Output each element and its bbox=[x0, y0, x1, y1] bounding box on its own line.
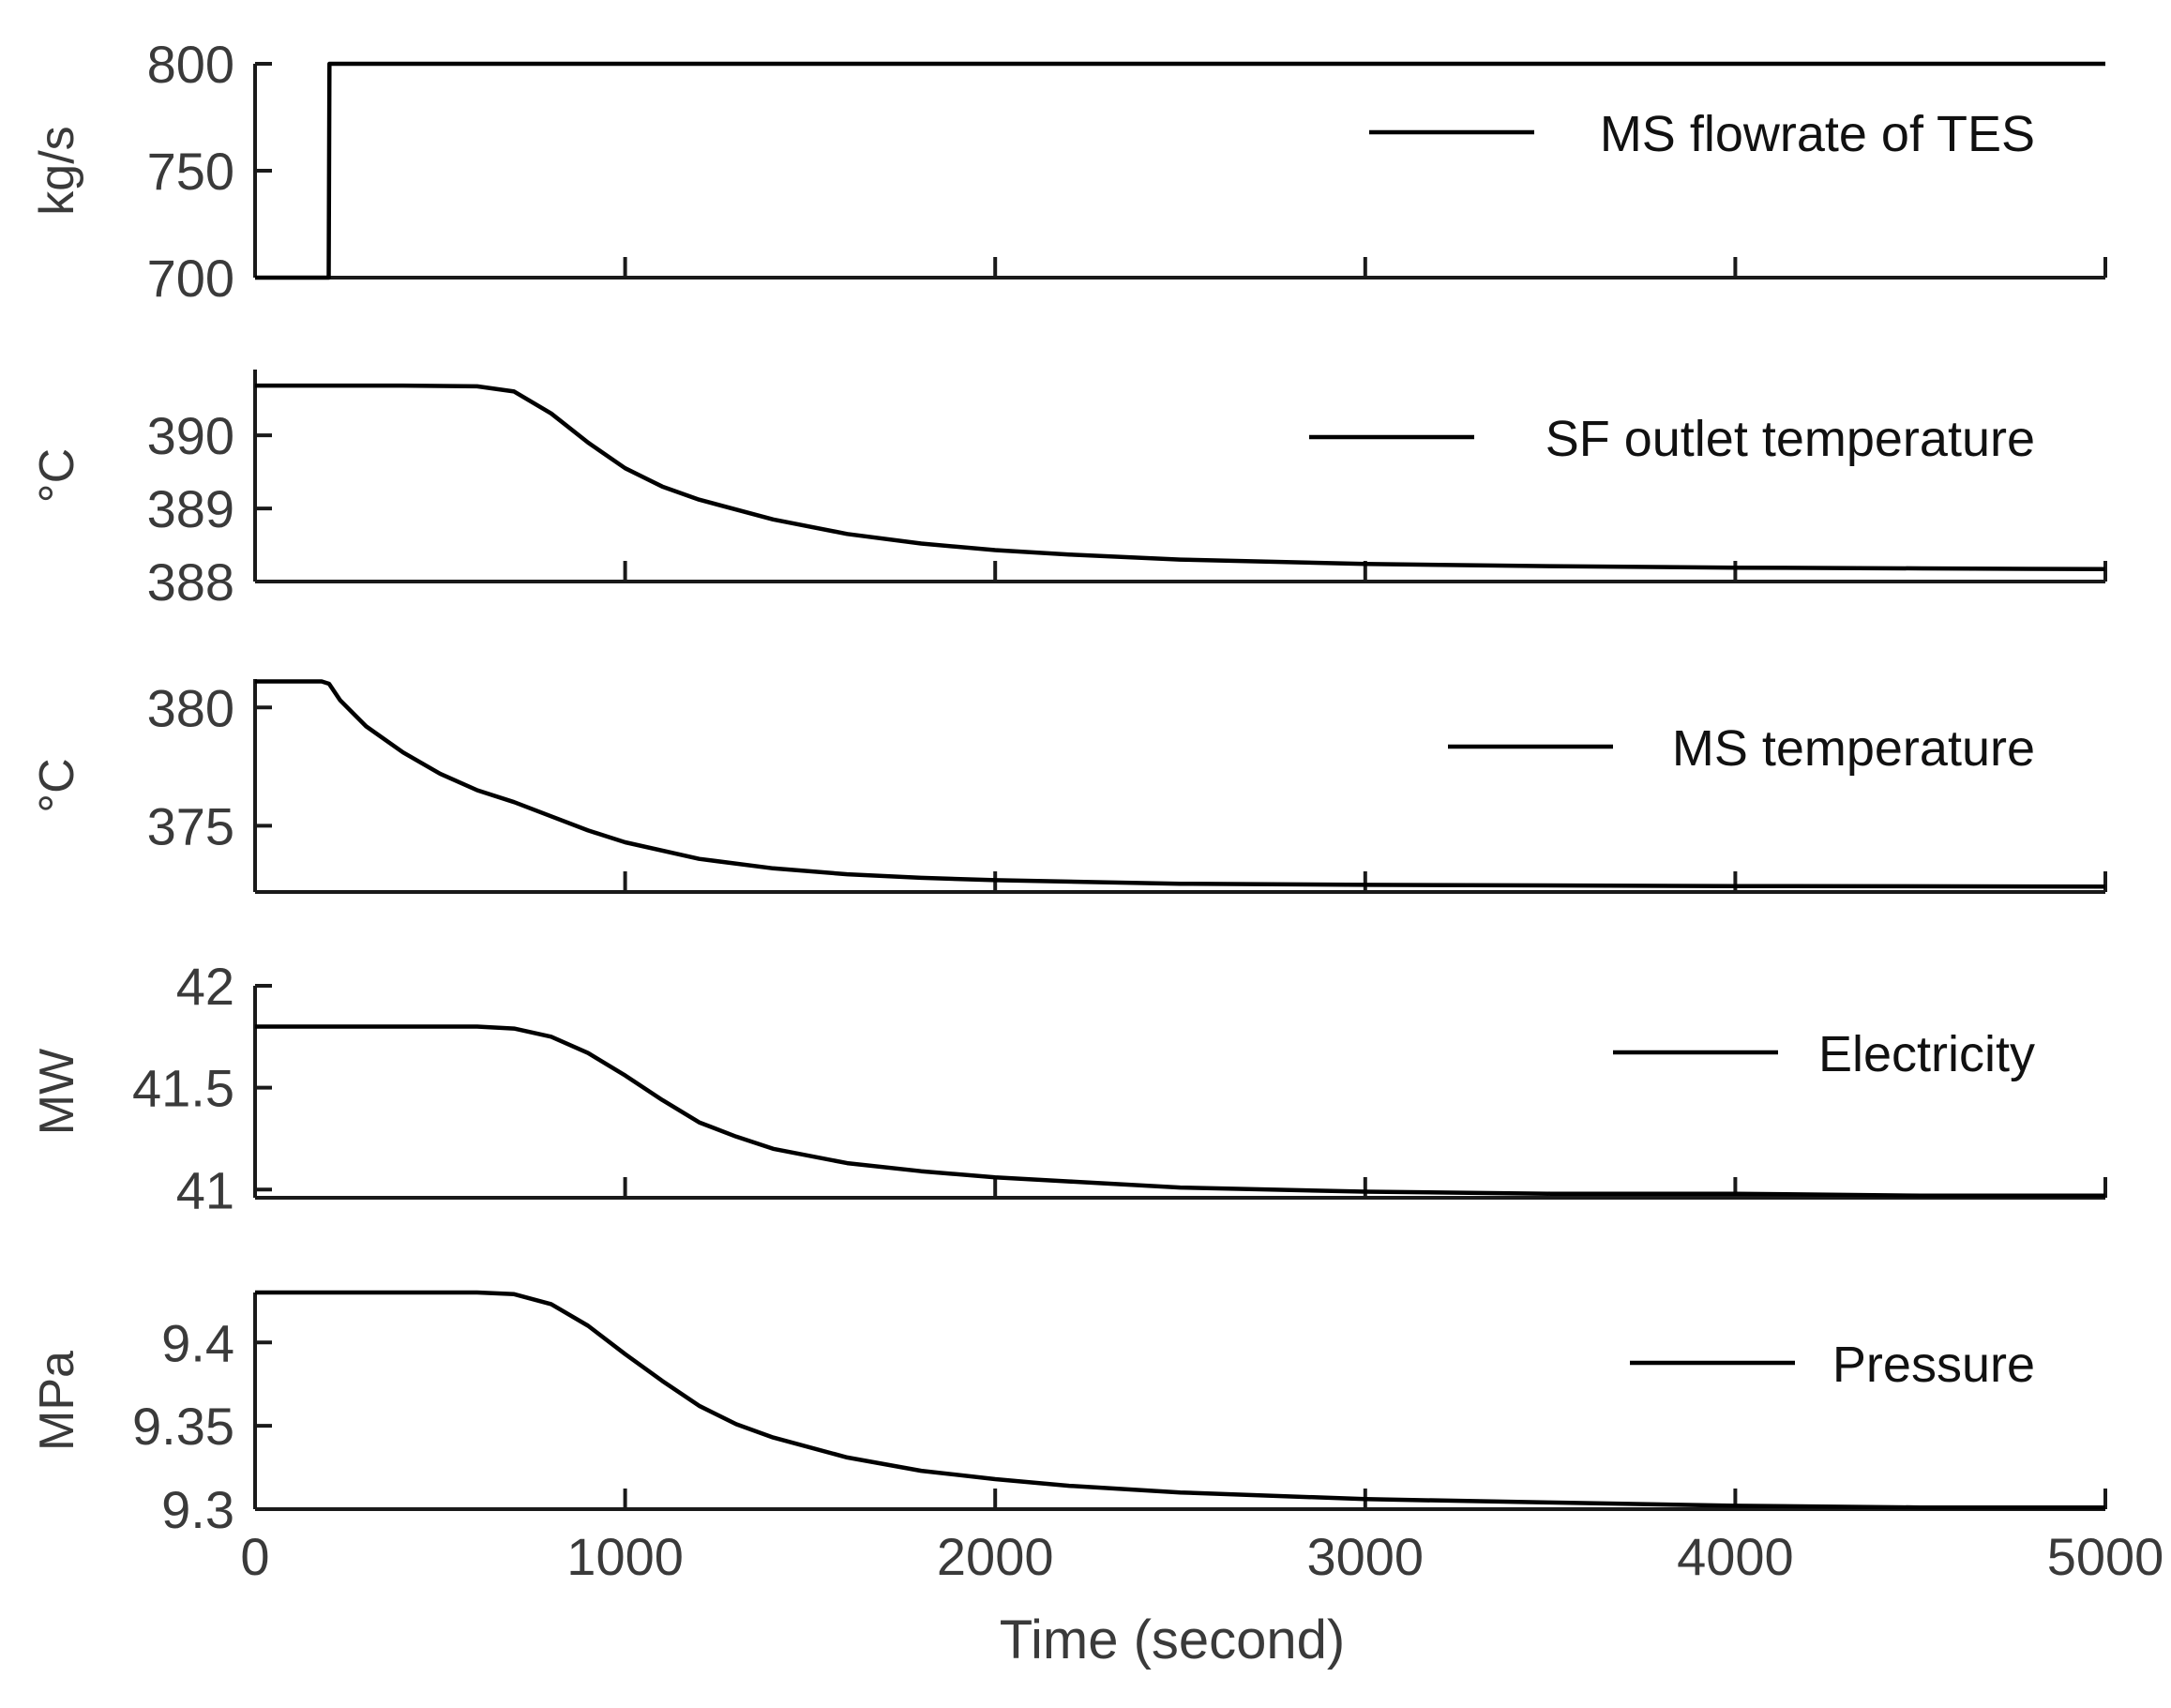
y-tick-label: 800 bbox=[147, 35, 234, 94]
series-line bbox=[255, 1024, 2105, 1199]
y-tick-label: 41.5 bbox=[132, 1059, 234, 1118]
legend-label: Electricity bbox=[1818, 1026, 2035, 1082]
series-line bbox=[255, 383, 2106, 572]
series-line bbox=[255, 679, 2106, 889]
x-tick-label: 4000 bbox=[1677, 1527, 1794, 1586]
panel-5: 0 1000 2000 3000 4000 5000 9.3 9.35 9.4 MPa Pressu… bbox=[30, 1290, 2164, 1586]
legend-label: SF outlet temperature bbox=[1545, 411, 2035, 467]
x-tick-label: 1000 bbox=[566, 1527, 684, 1586]
legend-label: MS flowrate of TES bbox=[1600, 106, 2035, 162]
y-tick-label: 750 bbox=[147, 142, 234, 201]
x-tick-label: 5000 bbox=[2047, 1527, 2164, 1586]
panel-4: 41 41.5 42 MW Electricity bbox=[30, 957, 2107, 1219]
y-axis-label: MW bbox=[30, 1049, 84, 1135]
y-tick-label: 390 bbox=[147, 406, 234, 465]
y-axis-label: MPa bbox=[30, 1351, 84, 1451]
panel-3: 375 380 °C MS temperature bbox=[30, 678, 2107, 894]
y-tick-label: 700 bbox=[147, 249, 234, 308]
series-line bbox=[255, 61, 2105, 280]
x-tick-label: 3000 bbox=[1307, 1527, 1425, 1586]
panel-2: 388 389 390 °C SF outlet temperature bbox=[30, 370, 2107, 612]
y-tick-label: 380 bbox=[147, 678, 234, 737]
y-axis-label: °C bbox=[30, 448, 84, 503]
legend-label: MS temperature bbox=[1672, 720, 2035, 777]
x-tick-label: 2000 bbox=[937, 1527, 1054, 1586]
x-tick-label: 0 bbox=[240, 1527, 269, 1586]
y-axis-label: °C bbox=[30, 758, 84, 812]
y-tick-label: 41 bbox=[176, 1160, 234, 1219]
y-tick-label: 9.4 bbox=[161, 1313, 234, 1372]
subplot-panels: 700 750 800 kg/s MS flowrate of TES 388 389 390… bbox=[30, 35, 2163, 1586]
x-axis-label: Time (second) bbox=[1000, 1610, 1346, 1670]
y-tick-label: 388 bbox=[147, 552, 234, 612]
y-tick-label: 42 bbox=[176, 957, 234, 1016]
legend-label: Pressure bbox=[1832, 1337, 2035, 1393]
y-axis-label: kg/s bbox=[30, 126, 84, 215]
y-tick-label: 9.3 bbox=[161, 1480, 234, 1539]
panel-1: 700 750 800 kg/s MS flowrate of TES bbox=[30, 35, 2107, 308]
series-line bbox=[255, 1290, 2105, 1510]
y-tick-label: 9.35 bbox=[132, 1397, 234, 1456]
y-tick-label: 389 bbox=[147, 479, 234, 538]
y-tick-label: 375 bbox=[147, 796, 234, 855]
